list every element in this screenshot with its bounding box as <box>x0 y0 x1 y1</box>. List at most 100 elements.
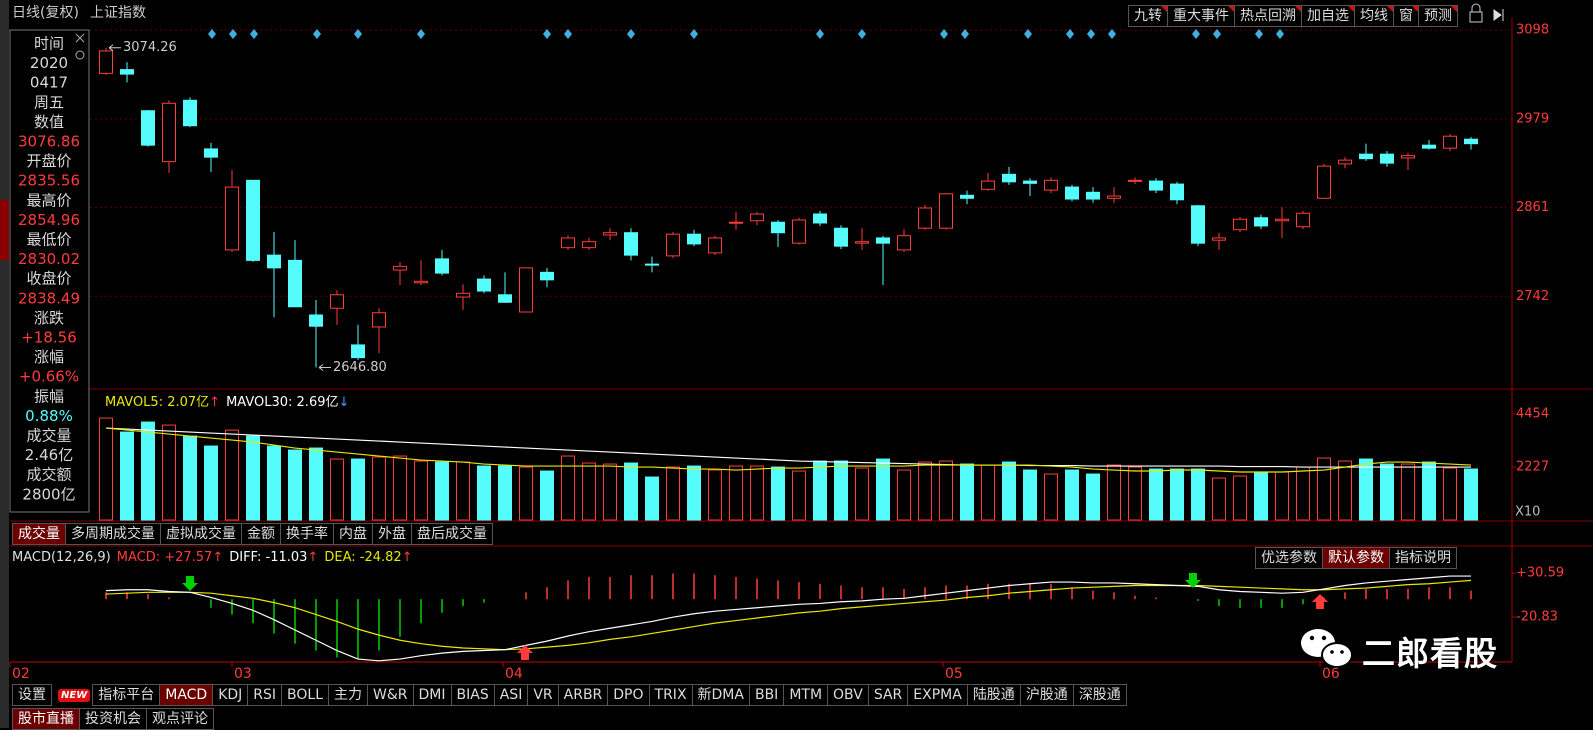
indicator-button[interactable]: ASI <box>494 684 529 706</box>
volume-bar <box>876 458 890 521</box>
top-button[interactable]: 加自选 <box>1302 5 1355 27</box>
volume-bar <box>1254 471 1268 521</box>
volume-bar <box>1086 473 1100 521</box>
indicator-button[interactable]: MTM <box>784 684 829 706</box>
macd-button[interactable]: 默认参数 <box>1323 547 1390 569</box>
y-tick-label: 4454 <box>1516 407 1549 422</box>
volume-tab[interactable]: 虚拟成交量 <box>161 523 242 545</box>
event-marker <box>1066 29 1074 39</box>
signal-up <box>517 645 533 660</box>
info-value: 2838.49 <box>18 289 80 307</box>
event-marker <box>1213 29 1221 39</box>
price-panel: 3098 2979 2861 2742 3074.26 2646.80 <box>10 22 1549 375</box>
lock-icon[interactable] <box>1469 11 1483 23</box>
top-button[interactable]: 重大事件 <box>1168 5 1235 27</box>
indicator-button[interactable]: TRIX <box>649 684 693 706</box>
indicator-button[interactable]: 陆股通 <box>967 684 1021 706</box>
indicator-button[interactable]: DPO <box>608 684 650 706</box>
candle-body <box>561 237 575 249</box>
candle-body <box>540 271 554 281</box>
legend-text: DIFF: -11.03 <box>229 550 307 565</box>
indicator-button[interactable]: 沪股通 <box>1020 684 1074 706</box>
candle-body <box>99 50 113 74</box>
candle-body <box>519 267 533 313</box>
symbol-label: 上证指数 <box>90 5 146 21</box>
legend-arrow: ↑ <box>209 395 220 410</box>
indicator-button[interactable]: BIAS <box>451 684 495 706</box>
top-button[interactable]: 预测 <box>1419 5 1458 27</box>
volume-tab[interactable]: 金额 <box>242 523 281 545</box>
candle-body <box>624 232 638 256</box>
indicator-button[interactable]: OBV <box>828 684 869 706</box>
bottom-tab[interactable]: 投资机会 <box>80 708 147 730</box>
top-button[interactable]: 九转 <box>1128 5 1168 27</box>
top-icons[interactable] <box>1469 3 1504 23</box>
candle-body <box>1170 183 1184 201</box>
indicator-button[interactable]: MACD <box>160 684 214 706</box>
candle-body <box>1401 155 1415 159</box>
volume-tab[interactable]: 内盘 <box>334 523 373 545</box>
indicator-button[interactable]: KDJ <box>213 684 249 706</box>
indicator-button[interactable]: 指标平台 <box>92 684 161 706</box>
macd-button[interactable]: 指标说明 <box>1390 547 1457 569</box>
collapse-icon[interactable] <box>1493 9 1504 21</box>
candle-body <box>330 294 344 309</box>
volume-bar <box>1107 464 1121 521</box>
macd-button[interactable]: 优选参数 <box>1255 547 1323 569</box>
indicator-button[interactable]: BBI <box>749 684 785 706</box>
signal-arrows <box>182 573 1328 660</box>
settings-icon[interactable] <box>75 50 85 60</box>
info-label: 开盘价 <box>26 152 71 170</box>
volume-bar <box>771 466 785 521</box>
volume-bar <box>141 421 155 521</box>
top-button[interactable]: 热点回溯 <box>1235 5 1302 27</box>
volume-bar <box>288 449 302 521</box>
legend-text: MAVOL5: 2.07亿 <box>105 395 209 410</box>
volume-bar <box>162 424 176 521</box>
bottom-tab[interactable]: 股市直播 <box>12 708 80 730</box>
scale-label: X10 <box>1515 505 1540 520</box>
volume-tab[interactable]: 外盘 <box>373 523 412 545</box>
event-marker <box>690 29 698 39</box>
indicator-button[interactable]: 设置 <box>12 684 52 706</box>
info-label: 成交额 <box>26 466 71 484</box>
legend-arrow: ↑ <box>307 550 318 565</box>
candle-body <box>1044 179 1058 191</box>
volume-bar <box>498 465 512 521</box>
volume-bar <box>855 467 869 521</box>
candle-body <box>1212 237 1226 241</box>
indicator-button[interactable]: W&R <box>368 684 414 706</box>
candle-body <box>498 294 512 303</box>
indicator-button[interactable]: EXPMA <box>908 684 968 706</box>
volume-tab[interactable]: 成交量 <box>12 523 66 545</box>
top-button[interactable]: 窗 <box>1394 5 1419 27</box>
x-tick-label: 04 <box>505 666 523 682</box>
indicator-button[interactable]: BOLL <box>282 684 330 706</box>
volume-tab[interactable]: 换手率 <box>281 523 334 545</box>
info-label: 数值 <box>34 113 64 131</box>
close-icon[interactable] <box>75 33 85 43</box>
volume-tab[interactable]: 多周期成交量 <box>66 523 161 545</box>
volume-tab[interactable]: 盘后成交量 <box>412 523 493 545</box>
top-button[interactable]: 均线 <box>1355 5 1394 27</box>
candle-body <box>834 227 848 247</box>
indicator-button[interactable]: RSI <box>248 684 283 706</box>
candle-body <box>918 207 932 229</box>
candle-body <box>477 278 491 292</box>
event-marker <box>417 29 425 39</box>
candle-body <box>435 258 449 274</box>
volume-bar <box>1338 460 1352 521</box>
volume-bar <box>813 460 827 521</box>
indicator-button[interactable]: 新DMA <box>692 684 750 706</box>
bottom-tab[interactable]: 观点评论 <box>147 708 214 730</box>
indicator-button[interactable]: SAR <box>868 684 909 706</box>
candle-body <box>792 219 806 244</box>
volume-bar <box>540 470 554 521</box>
indicator-button[interactable]: 深股通 <box>1073 684 1127 706</box>
candle-body <box>1359 153 1373 160</box>
indicator-button[interactable]: 主力 <box>329 684 369 706</box>
indicator-button[interactable]: DMI <box>413 684 452 706</box>
indicator-button[interactable]: VR <box>528 684 559 706</box>
indicator-button[interactable]: ARBR <box>558 684 609 706</box>
diff-line <box>105 575 1471 662</box>
